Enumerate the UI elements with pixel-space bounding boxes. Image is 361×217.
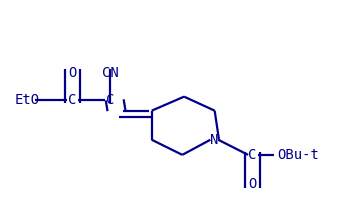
Text: N: N: [210, 133, 219, 147]
Text: EtO: EtO: [15, 93, 40, 107]
Text: O: O: [69, 66, 77, 80]
Text: CN: CN: [102, 66, 119, 80]
Text: C: C: [106, 93, 114, 107]
Text: OBu-t: OBu-t: [278, 148, 319, 162]
Text: C: C: [69, 93, 77, 107]
Text: C: C: [248, 148, 257, 162]
Text: O: O: [248, 177, 257, 191]
